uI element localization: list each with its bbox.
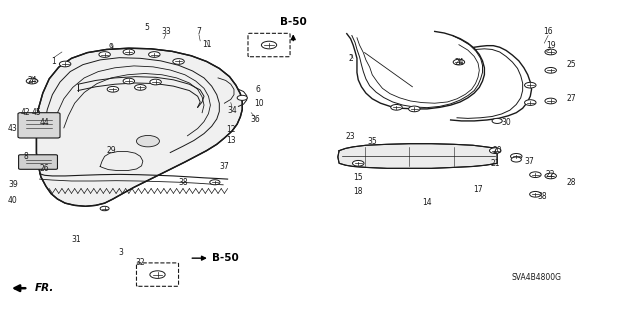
Circle shape xyxy=(490,148,501,153)
Text: 19: 19 xyxy=(546,41,556,49)
Text: 35: 35 xyxy=(367,137,377,146)
Circle shape xyxy=(530,172,541,178)
Circle shape xyxy=(353,160,364,166)
Text: 36: 36 xyxy=(250,115,260,123)
Text: B-50: B-50 xyxy=(280,17,307,27)
Circle shape xyxy=(545,68,556,73)
Circle shape xyxy=(60,61,71,67)
Text: 1: 1 xyxy=(51,57,56,66)
Text: 45: 45 xyxy=(31,108,42,117)
Text: 27: 27 xyxy=(567,94,577,103)
Circle shape xyxy=(134,85,146,90)
Text: 18: 18 xyxy=(353,187,363,196)
Circle shape xyxy=(99,52,110,57)
Text: SVA4B4800G: SVA4B4800G xyxy=(511,273,562,282)
Circle shape xyxy=(107,86,118,92)
Circle shape xyxy=(453,59,465,65)
Text: 38: 38 xyxy=(537,192,547,201)
FancyBboxPatch shape xyxy=(19,155,58,169)
Text: 14: 14 xyxy=(422,198,432,207)
Circle shape xyxy=(123,78,134,84)
Text: 8: 8 xyxy=(23,152,28,161)
Text: 30: 30 xyxy=(501,118,511,127)
Circle shape xyxy=(545,173,556,179)
Text: 9: 9 xyxy=(109,43,113,52)
Text: 7: 7 xyxy=(196,27,202,36)
Circle shape xyxy=(530,191,541,197)
Circle shape xyxy=(210,180,220,185)
Circle shape xyxy=(525,100,536,105)
FancyBboxPatch shape xyxy=(18,113,60,138)
Text: FR.: FR. xyxy=(35,283,54,293)
Circle shape xyxy=(100,206,109,211)
Text: 16: 16 xyxy=(543,27,553,36)
Circle shape xyxy=(136,136,159,147)
Text: 12: 12 xyxy=(226,125,236,134)
Circle shape xyxy=(545,49,556,55)
Circle shape xyxy=(492,118,502,123)
Text: 3: 3 xyxy=(119,248,124,257)
Circle shape xyxy=(261,41,276,49)
Text: 38: 38 xyxy=(178,178,188,187)
Text: 13: 13 xyxy=(226,136,236,145)
Text: 15: 15 xyxy=(353,173,363,182)
Text: 44: 44 xyxy=(40,118,49,127)
Text: 6: 6 xyxy=(255,85,260,94)
Text: 29: 29 xyxy=(107,145,116,154)
Text: 39: 39 xyxy=(8,180,18,189)
Polygon shape xyxy=(36,48,243,206)
Text: 40: 40 xyxy=(8,196,18,205)
Text: 32: 32 xyxy=(136,258,145,267)
Circle shape xyxy=(123,49,134,55)
Circle shape xyxy=(150,79,161,85)
Text: 24: 24 xyxy=(27,76,36,85)
Circle shape xyxy=(148,52,160,57)
Circle shape xyxy=(26,78,38,84)
Text: 5: 5 xyxy=(144,23,149,32)
Text: 21: 21 xyxy=(490,159,500,168)
Text: 26: 26 xyxy=(40,165,49,174)
Text: 34: 34 xyxy=(227,106,237,115)
Text: 37: 37 xyxy=(524,157,534,166)
Text: B-50: B-50 xyxy=(212,253,239,263)
Circle shape xyxy=(408,106,420,112)
Circle shape xyxy=(545,98,556,104)
Text: 42: 42 xyxy=(20,108,31,117)
Circle shape xyxy=(511,153,522,159)
Circle shape xyxy=(237,95,247,100)
Text: 28: 28 xyxy=(567,178,577,187)
Text: 10: 10 xyxy=(255,99,264,108)
Circle shape xyxy=(173,59,184,64)
Text: 2: 2 xyxy=(348,54,353,63)
Text: 17: 17 xyxy=(473,185,483,194)
Circle shape xyxy=(391,105,402,110)
Text: 24: 24 xyxy=(454,58,464,67)
Text: 11: 11 xyxy=(202,40,211,48)
Text: 37: 37 xyxy=(220,162,229,171)
Circle shape xyxy=(511,157,522,162)
Polygon shape xyxy=(338,144,497,168)
Text: 20: 20 xyxy=(492,146,502,155)
Text: 33: 33 xyxy=(161,27,171,36)
Text: 43: 43 xyxy=(8,124,18,133)
Text: 31: 31 xyxy=(72,235,81,244)
Text: 25: 25 xyxy=(567,60,577,69)
Text: 23: 23 xyxy=(346,132,355,141)
Circle shape xyxy=(525,82,536,88)
Text: 22: 22 xyxy=(546,170,556,179)
Circle shape xyxy=(150,271,165,278)
